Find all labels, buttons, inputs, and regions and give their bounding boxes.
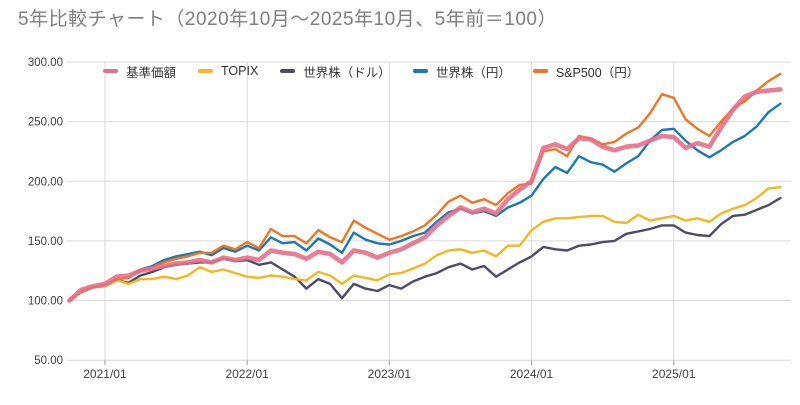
y-axis-label: 300.00 — [28, 57, 63, 69]
y-axis-label: 100.00 — [28, 296, 63, 308]
legend-item-4: S&P500（円） — [532, 62, 640, 81]
y-axis-label: 250.00 — [28, 117, 63, 129]
legend-swatch-icon — [103, 68, 118, 74]
gridlines — [67, 61, 791, 366]
legend-label: TOPIX — [221, 64, 259, 78]
x-axis-label: 2025/01 — [652, 367, 696, 381]
legend-label: 基準価額 — [126, 65, 177, 80]
legend-swatch-icon — [198, 68, 214, 74]
x-axis-label: 2023/01 — [368, 367, 412, 381]
chart-title: 5年比較チャート（2020年10月〜2025年10月、5年前＝100） — [18, 9, 557, 30]
legend-item-0: 基準価額 — [103, 62, 176, 81]
chart-line-基準価額 — [67, 87, 783, 303]
legend-swatch-icon — [280, 68, 296, 74]
legend-label: S&P500（円） — [555, 65, 640, 80]
chart-line-TOPIX — [68, 185, 782, 302]
x-axis-label: 2022/01 — [225, 367, 269, 381]
x-axis-label: 2021/01 — [83, 367, 127, 381]
chart-legend: 基準価額 TOPIX 世界株（ドル） 世界株（円） S&P500（円） — [103, 62, 639, 80]
legend-item-3: 世界株（円） — [412, 62, 511, 81]
chart-line-S&P500（円） — [68, 72, 782, 302]
legend-item-2: 世界株（ドル） — [280, 62, 391, 81]
x-axis-label: 2024/01 — [510, 367, 554, 381]
chart-line-世界株（円） — [68, 102, 782, 302]
axis-labels: 300.00 250.00 200.00 150.00 100.00 50.00 2021/… — [28, 57, 696, 381]
y-axis-label: 200.00 — [28, 176, 63, 188]
legend-item-1: TOPIX — [198, 64, 258, 78]
legend-label: 世界株（ドル） — [303, 65, 391, 80]
y-axis-label: 150.00 — [28, 236, 63, 248]
legend-swatch-icon — [412, 68, 428, 74]
y-axis-label: 50.00 — [34, 355, 63, 367]
legend-swatch-icon — [532, 68, 548, 74]
legend-label: 世界株（円） — [435, 65, 511, 80]
